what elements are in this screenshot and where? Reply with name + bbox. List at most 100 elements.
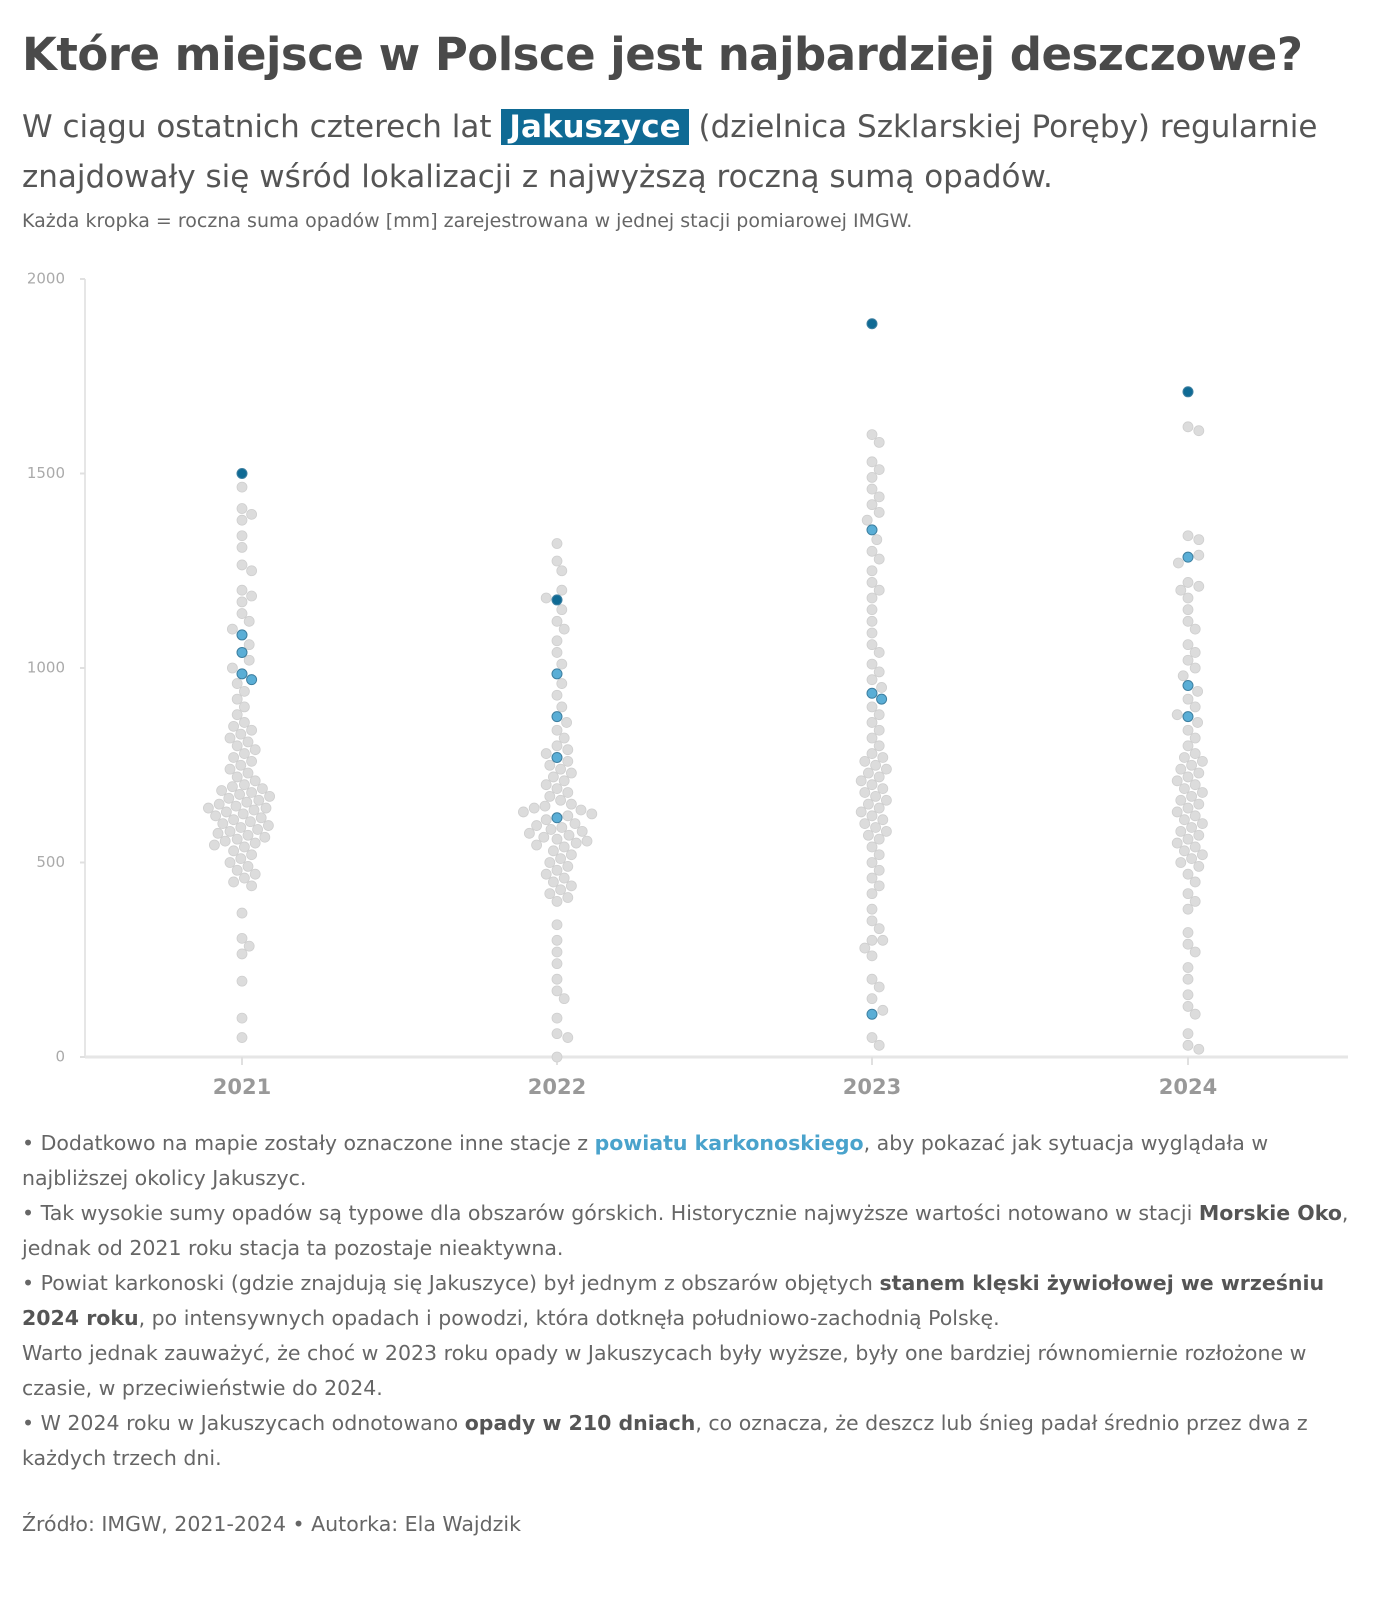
station-dot (249, 837, 261, 849)
highlight-dot (246, 674, 258, 686)
station-dot (544, 790, 556, 802)
station-dot (238, 717, 250, 728)
station-dot (870, 822, 881, 833)
note-text: , co oznacza, że deszcz lub śnieg padał … (22, 1411, 1308, 1470)
station-dot (855, 806, 867, 818)
station-dot (220, 806, 232, 818)
station-dot (236, 596, 248, 608)
station-dot (558, 993, 570, 1005)
station-dot (1182, 927, 1194, 938)
highlight-dot (1182, 551, 1194, 563)
station-dot (243, 639, 255, 651)
station-dot (866, 950, 878, 962)
station-dot (539, 800, 551, 812)
station-dot (236, 530, 248, 542)
station-dot (551, 973, 563, 985)
station-dot (1189, 876, 1201, 888)
station-dot (551, 934, 563, 946)
station-dot (561, 717, 572, 728)
note-text: Morskie Oko (1198, 1201, 1342, 1225)
x-tick-label: 2022 (528, 1075, 586, 1099)
note-text: • W 2024 roku w Jakuszycach odnotowano (22, 1411, 465, 1435)
station-dot (1171, 806, 1183, 818)
station-dot (551, 946, 563, 958)
station-dot (586, 808, 598, 820)
station-dot (226, 662, 238, 674)
station-dot (1192, 685, 1203, 697)
station-dot (1193, 580, 1205, 592)
station-dot (238, 701, 250, 713)
station-dot (236, 975, 248, 987)
station-dot (538, 831, 550, 843)
station-dot (1173, 557, 1184, 569)
station-dot (236, 481, 248, 493)
station-dot (873, 666, 885, 678)
station-dot (238, 685, 250, 697)
station-dot (1182, 654, 1194, 666)
station-dot (575, 804, 587, 816)
station-dot (224, 857, 236, 868)
station-dot (576, 825, 588, 837)
station-dot (873, 833, 885, 845)
station-dot (558, 623, 570, 635)
station-dot (1182, 740, 1194, 752)
note-paragraph: Warto jednak zauważyć, że choć w 2023 ro… (22, 1336, 1370, 1406)
station-dot (877, 934, 889, 946)
station-dot (540, 779, 552, 791)
station-dot (1179, 845, 1190, 857)
station-dot (236, 932, 248, 944)
highlight-dot (236, 668, 248, 680)
station-dot (256, 783, 268, 794)
station-dot (873, 880, 885, 892)
station-dot (544, 888, 556, 900)
station-dot (881, 825, 892, 837)
x-tick-label: 2024 (1159, 1075, 1217, 1099)
station-dot (1189, 623, 1201, 635)
station-dot (866, 429, 878, 441)
station-dot (566, 849, 577, 861)
highlight-dot (1182, 386, 1194, 398)
note-paragraph: • W 2024 roku w Jakuszycach odnotowano o… (22, 1406, 1370, 1476)
station-dot (249, 868, 261, 880)
highlight-dot (551, 812, 563, 824)
station-dot (1182, 530, 1194, 542)
station-dot (1175, 763, 1187, 775)
station-dot (873, 864, 885, 876)
y-tick-label: 0 (55, 1048, 65, 1066)
station-dot (1189, 748, 1201, 759)
station-dot (551, 538, 563, 549)
station-dot (866, 857, 878, 868)
station-dot (873, 553, 885, 565)
station-dot (866, 810, 878, 822)
station-dot (231, 693, 243, 705)
station-dot (226, 623, 238, 635)
note-text: stanem klęski żywiołowej we wrześniu 202… (22, 1271, 1325, 1330)
station-dot (228, 876, 240, 888)
highlight-dot (236, 646, 248, 658)
station-dot (246, 755, 258, 767)
station-dot (866, 604, 878, 616)
highlight-dot (551, 751, 563, 763)
station-dot (551, 958, 563, 970)
station-dot (1182, 1001, 1194, 1012)
station-dot (246, 787, 258, 798)
station-dot (252, 824, 264, 835)
station-dot (1182, 771, 1194, 783)
station-dot (243, 615, 255, 627)
station-dot (876, 682, 887, 693)
station-dot (866, 627, 878, 639)
station-dot (1175, 825, 1187, 837)
station-dot (558, 872, 570, 884)
station-dot (1182, 604, 1194, 616)
station-dot (562, 892, 574, 903)
highlight-dot (866, 524, 878, 536)
station-dot (555, 853, 566, 865)
station-dot (558, 732, 570, 744)
station-dot (540, 868, 552, 880)
note-paragraph: • Dodatkowo na mapie zostały oznaczone i… (22, 1126, 1370, 1196)
station-dot (866, 615, 878, 627)
station-dot (1182, 592, 1194, 604)
station-dot (562, 787, 574, 798)
subtitle-text: W ciągu ostatnich czterech lat (22, 109, 492, 145)
